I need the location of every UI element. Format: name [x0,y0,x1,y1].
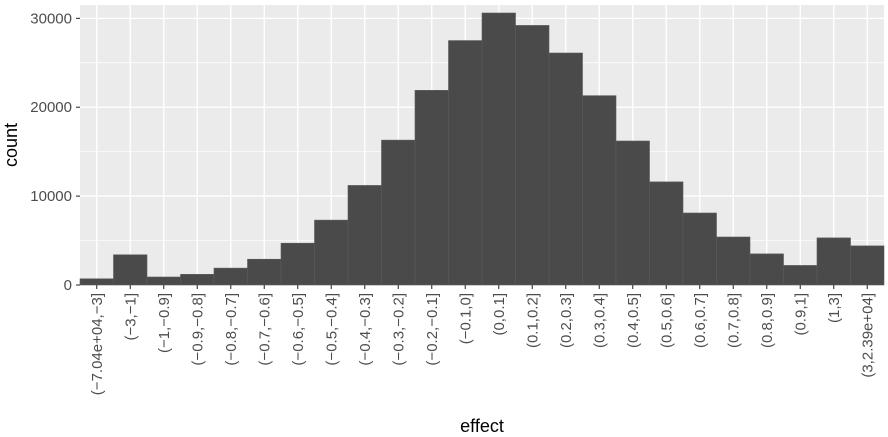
x-tick-label: (0,0.1] [491,293,508,336]
x-tick-label: (−0.6,−0.5] [290,293,307,366]
y-tick-label: 0 [64,277,72,294]
x-tick-label: (0.4,0.5] [625,293,642,348]
x-tick-label: (−7.04e+04,−3] [89,293,106,395]
histogram-bar [414,90,449,286]
x-tick-label: (0.9,1] [792,293,809,336]
histogram-bar [682,212,717,286]
histogram-bar [649,181,684,286]
histogram-bar [548,52,583,286]
x-tick-label: (0.2,0.3] [558,293,575,348]
x-tick-label: (−0.2,−0.1] [424,293,441,366]
x-tick-label: (−0.9,−0.8] [189,293,206,366]
histogram-bar [146,276,181,286]
histogram-bar [247,258,282,286]
x-tick-label: (0.5,0.6] [658,293,675,348]
x-tick-label: (0.6,0.7] [692,293,709,348]
x-tick-label: (−0.7,−0.6] [256,293,273,366]
histogram-bar [716,236,751,286]
bar-layer [79,12,885,286]
x-tick-label: (−1,−0.9] [156,293,173,353]
x-tick-label: (−0.5,−0.4] [323,293,340,366]
y-tick-label: 10000 [30,188,72,205]
histogram-bar [113,254,148,286]
histogram-bar [582,95,617,286]
histogram-bar [79,278,114,286]
histogram-bar [280,242,315,286]
histogram-bar [314,219,349,286]
x-tick-label: (0.3,0.4] [591,293,608,348]
x-tick-label: (1,3] [826,293,843,323]
histogram-bar [615,140,650,286]
histogram-bar [783,265,818,286]
x-tick-label: (0.1,0.2] [524,293,541,348]
x-axis-title: effect [460,416,504,436]
x-tick-label: (0.7,0.8] [725,293,742,348]
x-tick-label: (0.8,0.9] [759,293,776,348]
histogram-bar [381,139,416,286]
histogram-bar [749,253,784,286]
x-tick-label: (−0.4,−0.3] [357,293,374,366]
histogram-bar [347,185,382,286]
histogram-bar [213,267,248,286]
x-tick-label: (−0.3,−0.2] [390,293,407,366]
histogram-bar [481,12,516,286]
x-tick-label: (−3,−1] [122,293,139,341]
axis-layer: 0 10000 20000 30000 (−7.04e+04,−3] (−3,−1] (−1… [30,10,876,395]
histogram-bar [180,274,215,286]
histogram-bar [448,40,483,286]
y-tick-label: 20000 [30,99,72,116]
x-tick-label: (3,2.39e+04] [859,293,876,378]
y-axis-title: count [1,123,21,167]
x-tick-label: (−0.1,0] [457,293,474,344]
y-tick-label: 30000 [30,10,72,27]
histogram-bar [816,237,851,286]
histogram-bar [850,245,885,286]
x-tick-label: (−0.8,−0.7] [223,293,240,366]
histogram-bar [515,25,550,286]
